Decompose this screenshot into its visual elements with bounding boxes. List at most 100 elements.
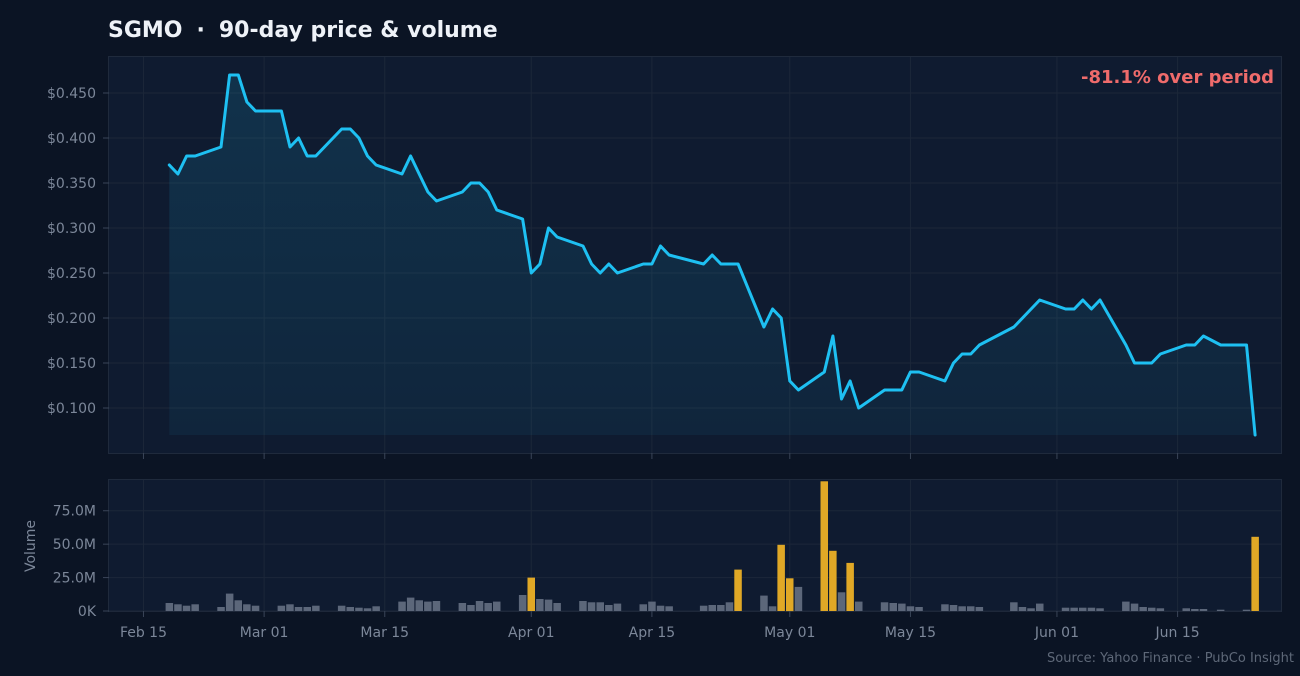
price-ytick-label: $0.300	[47, 221, 96, 237]
volume-bar	[1010, 602, 1018, 611]
volume-bar	[191, 604, 199, 611]
volume-bar-spike	[777, 544, 785, 611]
volume-bar	[518, 595, 527, 611]
volume-bar	[544, 599, 553, 611]
volume-bar	[708, 605, 716, 611]
volume-xtick-label: May 01	[764, 625, 815, 641]
volume-xtick-label: Mar 01	[240, 625, 289, 641]
volume-bar	[596, 602, 604, 611]
price-x-axis-ticks	[142, 453, 1179, 459]
volume-bar	[794, 586, 803, 611]
volume-bar	[958, 606, 966, 611]
volume-bar	[915, 607, 923, 611]
volume-bar	[665, 606, 673, 611]
volume-bar	[1070, 607, 1078, 611]
volume-bar	[251, 605, 260, 611]
volume-xtick-label: May 15	[885, 625, 936, 641]
volume-bar	[372, 606, 380, 611]
price-ytick-label: $0.450	[47, 86, 96, 102]
volume-bar	[656, 605, 665, 611]
volume-bar-spike	[1251, 536, 1259, 611]
volume-axis-label: Volume	[23, 520, 39, 572]
volume-bar	[493, 601, 501, 611]
volume-panel	[108, 479, 1282, 612]
volume-ytick-label: 50.0M	[53, 537, 96, 553]
volume-bar	[217, 607, 225, 611]
volume-bar	[906, 606, 915, 611]
volume-bar	[579, 601, 587, 611]
volume-ytick-label: 0K	[78, 604, 97, 620]
volume-bar	[234, 600, 242, 611]
volume-bar	[855, 601, 863, 611]
volume-bar	[768, 606, 777, 611]
volume-bar	[303, 607, 311, 611]
volume-bar	[337, 605, 346, 611]
volume-bar	[553, 603, 561, 611]
volume-bar	[312, 605, 320, 611]
volume-bar	[967, 606, 975, 611]
volume-xtick-label: Apr 01	[508, 625, 554, 641]
price-ytick-label: $0.100	[47, 401, 96, 417]
volume-bar-spike	[734, 569, 742, 611]
volume-bar	[1216, 609, 1225, 611]
volume-bar	[1182, 608, 1190, 611]
volume-bar	[1242, 609, 1251, 611]
volume-bar	[536, 599, 544, 611]
volume-xtick-label: Jun 15	[1155, 625, 1200, 641]
volume-bars	[165, 481, 1259, 612]
volume-bar	[294, 607, 303, 611]
volume-bar	[949, 605, 958, 611]
volume-bar	[639, 604, 647, 611]
volume-bar	[424, 601, 432, 611]
volume-bar	[880, 602, 889, 611]
volume-bar	[898, 603, 906, 611]
period-change-label: -81.1% over period	[1081, 67, 1274, 88]
volume-bar	[346, 607, 354, 611]
price-ytick-label: $0.400	[47, 131, 96, 147]
volume-bar-spike	[829, 550, 837, 611]
volume-bar-spike	[846, 562, 854, 611]
chart-title: SGMO · 90-day price & volume	[108, 18, 498, 43]
volume-bar	[975, 607, 984, 611]
volume-bar	[458, 603, 467, 611]
volume-bar	[475, 601, 484, 611]
volume-bar	[1156, 608, 1165, 611]
volume-bar	[363, 608, 372, 611]
volume-bar	[699, 605, 708, 611]
volume-bar	[889, 603, 897, 611]
volume-bar	[1130, 603, 1139, 611]
volume-bar	[432, 601, 441, 611]
price-ytick-label: $0.200	[47, 311, 96, 327]
volume-bar	[398, 601, 406, 611]
volume-ytick-label: 25.0M	[53, 571, 96, 587]
volume-bar	[1036, 603, 1044, 611]
volume-bar	[1191, 609, 1199, 611]
volume-bar	[941, 604, 949, 611]
volume-bar	[1122, 601, 1130, 611]
price-ytick-label: $0.350	[47, 176, 96, 192]
volume-bar-spike	[786, 578, 794, 612]
volume-bar	[725, 602, 734, 611]
volume-bar	[286, 604, 294, 611]
volume-bar	[717, 605, 725, 611]
price-ytick-label: $0.150	[47, 356, 96, 372]
volume-bar	[165, 603, 174, 611]
volume-bar	[1079, 607, 1087, 611]
volume-xtick-label: Mar 15	[360, 625, 409, 641]
price-y-axis: $0.100 $0.150 $0.200 $0.250 $0.300 $0.350 $0.4…	[47, 86, 109, 417]
volume-bar	[355, 607, 363, 611]
volume-x-axis: Feb 15 Mar 01 Mar 15 Apr 01 Apr 15 May 01 May …	[120, 611, 1200, 641]
volume-bar	[182, 605, 191, 611]
volume-bar	[837, 592, 846, 611]
volume-bar	[605, 605, 613, 611]
volume-bar	[1027, 608, 1035, 611]
price-area-fill	[169, 75, 1256, 435]
volume-bar	[587, 602, 596, 611]
volume-bar-spike	[820, 481, 828, 611]
volume-bar	[174, 604, 182, 611]
volume-bar	[484, 603, 492, 611]
volume-bar	[1018, 607, 1027, 611]
volume-bar	[225, 593, 234, 611]
source-footer: Source: Yahoo Finance · PubCo Insight	[1047, 651, 1294, 666]
